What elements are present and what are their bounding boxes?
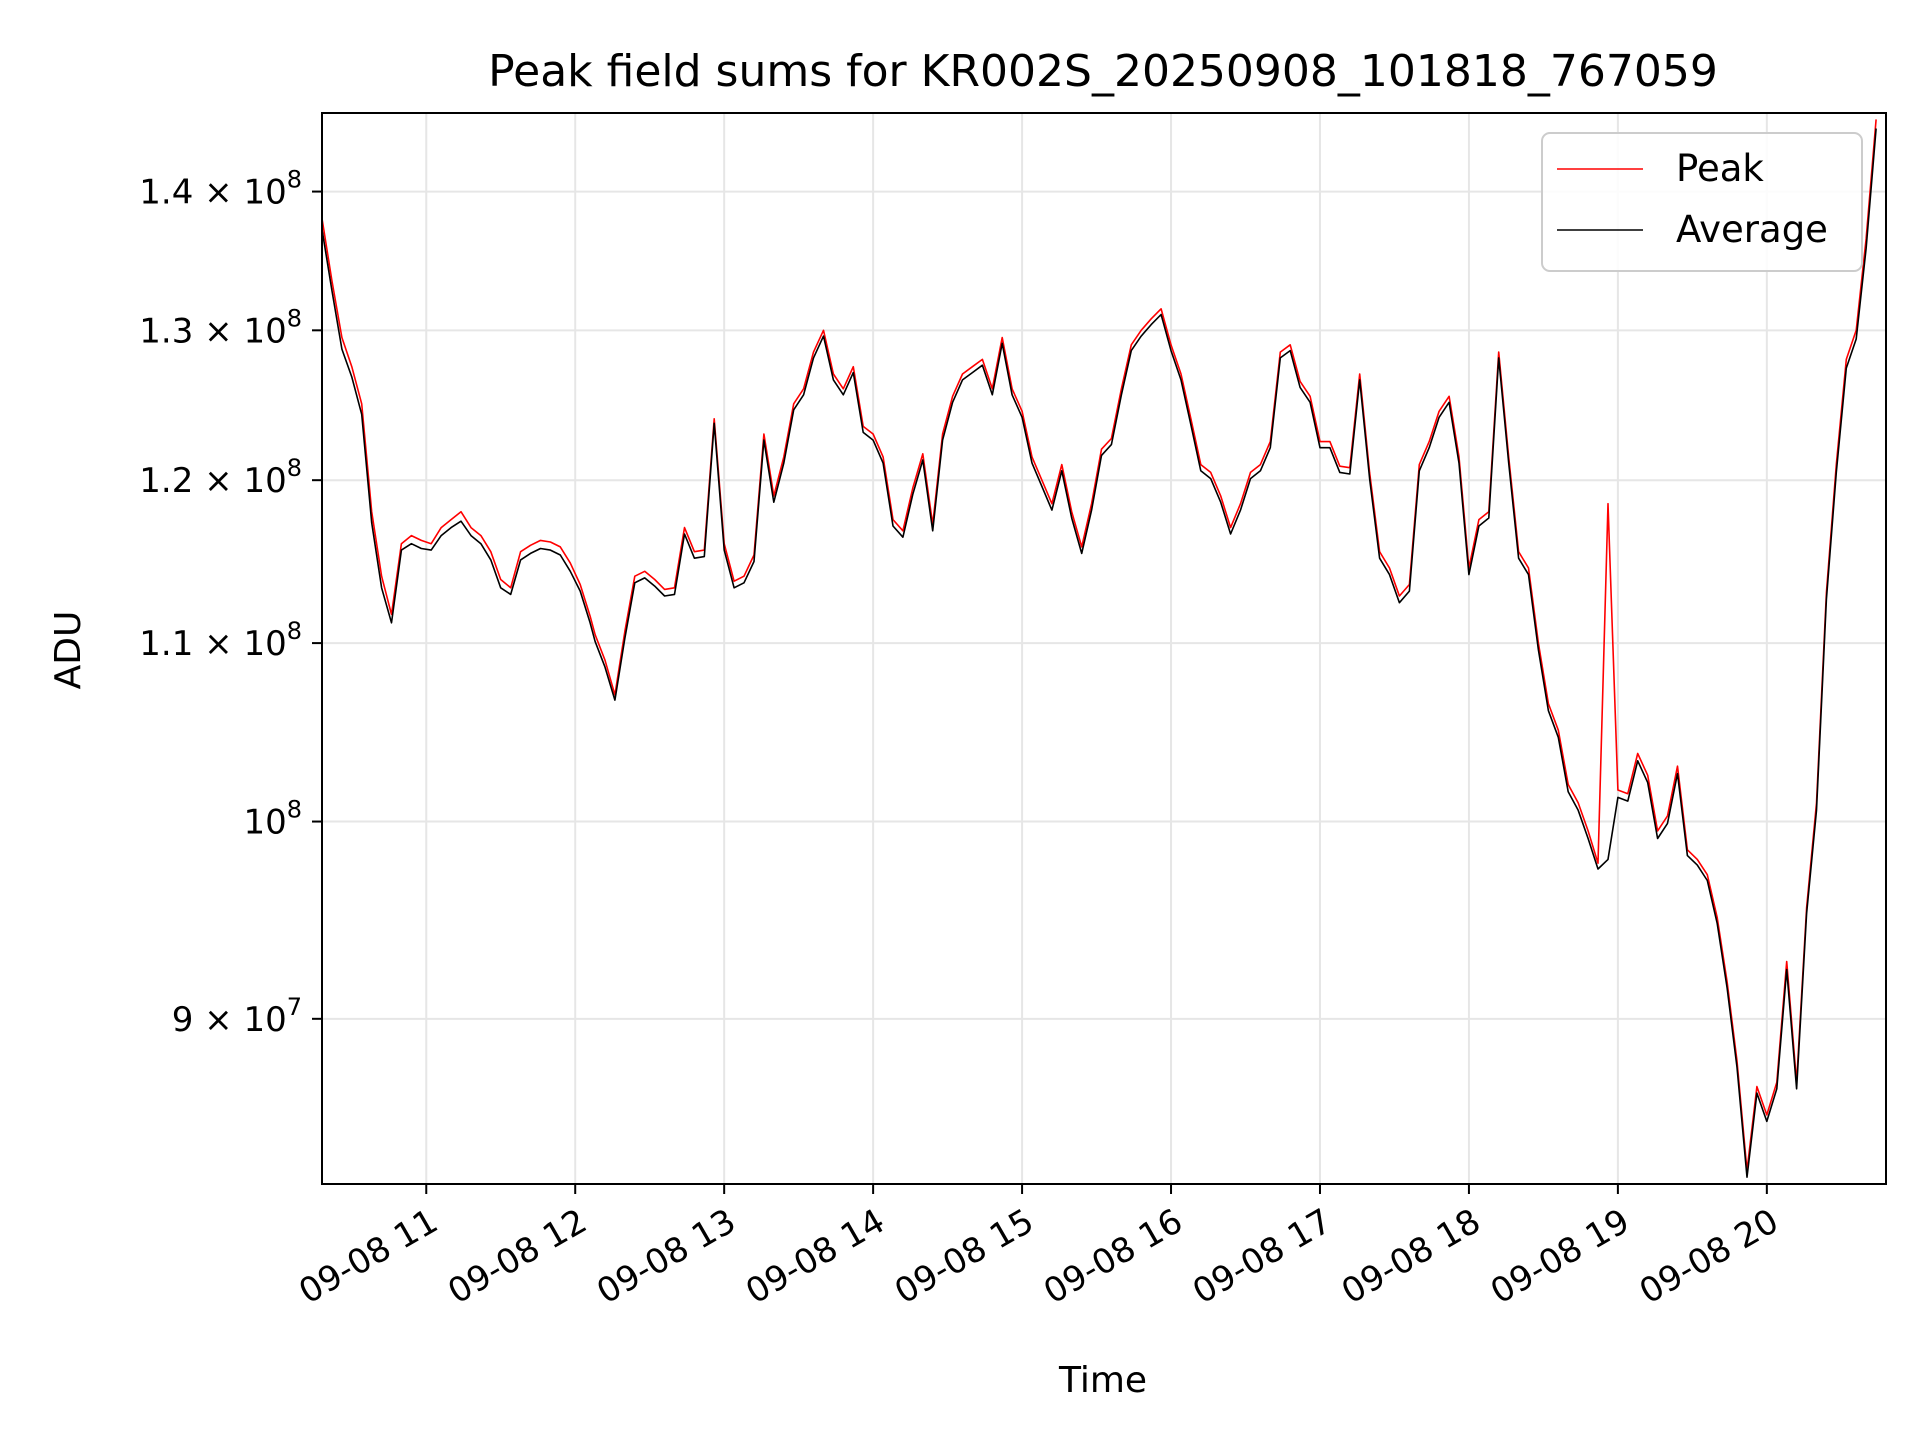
y-tick-label: 1.4 × 108 xyxy=(139,166,302,213)
y-tick-label: 1.2 × 108 xyxy=(139,454,302,501)
x-axis-title: Time xyxy=(1058,1360,1147,1401)
legend-box xyxy=(1541,132,1863,272)
y-tick-label: 1.1 × 108 xyxy=(139,617,302,664)
plot-lines xyxy=(321,119,1877,1178)
plot-frame xyxy=(321,112,1887,1185)
grid xyxy=(322,113,1886,1184)
y-tick-label: 1.3 × 108 xyxy=(139,304,302,351)
series-line-peak xyxy=(321,119,1877,1172)
series-line-average xyxy=(321,128,1877,1178)
y-axis-title: ADU xyxy=(48,611,89,690)
legend-label-peak: Peak xyxy=(1676,147,1764,190)
chart-title: Peak field sums for KR002S_20250908_1018… xyxy=(488,46,1718,97)
y-tick-label: 9 × 107 xyxy=(172,993,302,1040)
legend-label-average: Average xyxy=(1676,208,1828,251)
legend: Peak Average xyxy=(1541,132,1863,272)
